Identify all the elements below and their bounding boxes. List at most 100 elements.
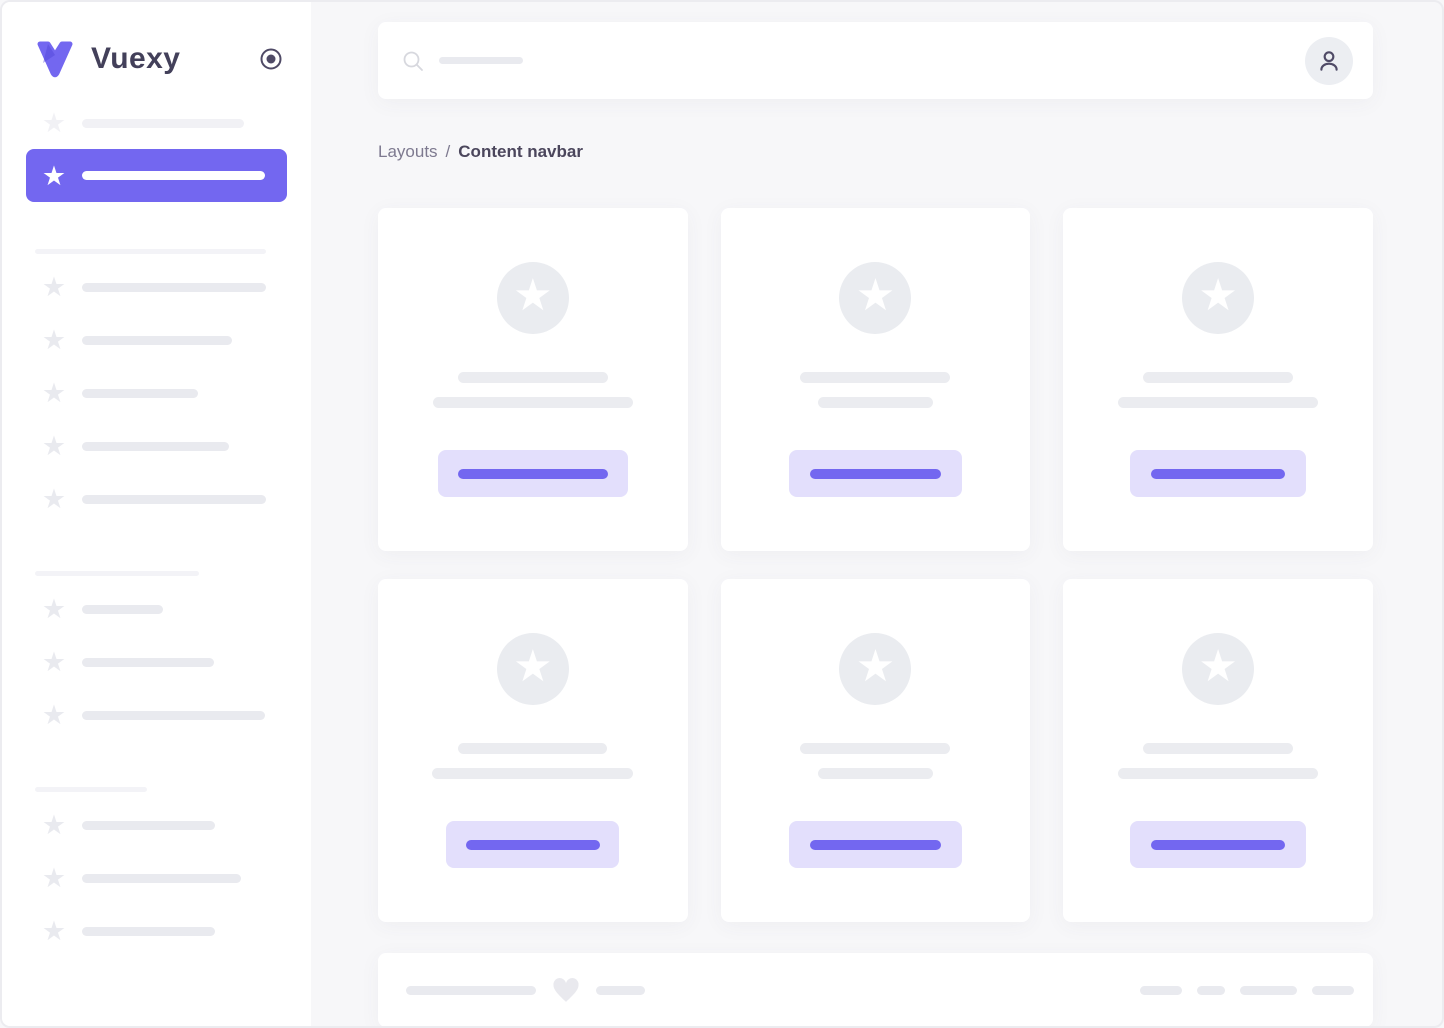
card-action-button[interactable] bbox=[437, 450, 628, 497]
menu-item-label-bar bbox=[82, 657, 214, 667]
footer-left bbox=[406, 976, 1140, 1004]
star-icon: ★ bbox=[41, 916, 67, 946]
card-avatar-circle: ★ bbox=[496, 633, 569, 705]
card-title-bar bbox=[457, 372, 608, 383]
menu-item-label-bar bbox=[82, 335, 232, 345]
menu-item-label-bar bbox=[82, 441, 229, 451]
menu-pin-toggle-icon[interactable] bbox=[259, 47, 283, 71]
sidebar-menu-item[interactable]: ★ bbox=[26, 378, 287, 408]
card-action-button[interactable] bbox=[1130, 821, 1307, 868]
brand: Vuexy bbox=[32, 40, 180, 78]
star-icon: ★ bbox=[855, 271, 896, 320]
menu-item-label-bar bbox=[82, 494, 266, 504]
footer-link-bar bbox=[1140, 985, 1182, 995]
card-title-bar bbox=[458, 743, 608, 754]
card-action-button[interactable] bbox=[446, 821, 620, 868]
star-icon: ★ bbox=[41, 160, 67, 191]
sidebar-menu-item[interactable]: ★ bbox=[26, 812, 287, 839]
footer-link-bar bbox=[1240, 985, 1297, 995]
footer-text-bar bbox=[406, 985, 536, 995]
demo-card: ★ bbox=[378, 208, 688, 551]
card-button-label-bar bbox=[457, 468, 608, 479]
breadcrumb-separator: / bbox=[445, 142, 451, 161]
card-button-label-bar bbox=[809, 468, 941, 479]
sidebar-menu-item[interactable]: ★ bbox=[26, 700, 287, 730]
card-subtitle-bar bbox=[1118, 768, 1319, 779]
breadcrumb-section[interactable]: Layouts bbox=[378, 142, 438, 161]
card-button-label-bar bbox=[1151, 839, 1286, 850]
star-icon: ★ bbox=[513, 642, 553, 691]
card-action-button[interactable] bbox=[788, 821, 962, 868]
footer-link-bar bbox=[1197, 985, 1225, 995]
sidebar-menu-item[interactable]: ★ bbox=[26, 149, 287, 202]
card-avatar-circle: ★ bbox=[1182, 633, 1255, 705]
star-icon: ★ bbox=[1198, 642, 1238, 691]
heart-icon bbox=[551, 976, 581, 1004]
user-avatar[interactable] bbox=[1305, 36, 1353, 85]
sidebar-menu-item[interactable]: ★ bbox=[26, 594, 287, 624]
star-icon: ★ bbox=[41, 325, 67, 355]
star-icon: ★ bbox=[41, 378, 67, 408]
card-subtitle-bar bbox=[432, 768, 634, 779]
menu-item-label-bar bbox=[82, 282, 266, 292]
card-avatar-circle: ★ bbox=[1182, 262, 1255, 334]
sidebar-menu-item[interactable]: ★ bbox=[26, 647, 287, 677]
main-area: Layouts / Content navbar ★ ★ ★ bbox=[311, 2, 1442, 1026]
star-icon: ★ bbox=[41, 484, 67, 514]
card-subtitle-bar bbox=[1118, 397, 1319, 408]
menu-item-label-bar bbox=[82, 118, 244, 128]
card-avatar-circle: ★ bbox=[839, 262, 912, 334]
card-title-bar bbox=[1143, 743, 1294, 754]
card-subtitle-bar bbox=[817, 768, 933, 779]
demo-card: ★ bbox=[378, 579, 688, 922]
sidebar: Vuexy ★ ★ ★ ★ ★ ★ ★ ★ ★ bbox=[2, 2, 311, 1026]
star-icon: ★ bbox=[41, 594, 67, 624]
search-placeholder-bar bbox=[439, 57, 523, 64]
sidebar-menu-item[interactable]: ★ bbox=[26, 325, 287, 355]
footer-link-bar bbox=[1312, 985, 1354, 995]
breadcrumb: Layouts / Content navbar bbox=[378, 139, 1373, 165]
user-icon bbox=[1316, 48, 1342, 74]
star-icon: ★ bbox=[41, 700, 67, 730]
card-button-label-bar bbox=[809, 839, 941, 850]
star-icon: ★ bbox=[41, 108, 67, 138]
demo-card: ★ bbox=[720, 579, 1031, 922]
brand-name: Vuexy bbox=[91, 42, 181, 75]
card-action-button[interactable] bbox=[788, 450, 962, 497]
sidebar-menu-item[interactable]: ★ bbox=[26, 431, 287, 461]
sidebar-menu-item[interactable]: ★ bbox=[26, 108, 287, 138]
vuexy-logo-icon bbox=[32, 40, 78, 78]
footer-text-bar bbox=[596, 985, 645, 995]
card-avatar-circle: ★ bbox=[496, 262, 569, 334]
star-icon: ★ bbox=[41, 647, 67, 677]
card-button-label-bar bbox=[465, 839, 600, 850]
sidebar-section-divider bbox=[35, 571, 199, 576]
demo-card: ★ bbox=[1063, 579, 1373, 922]
star-icon: ★ bbox=[41, 272, 67, 302]
search-input[interactable] bbox=[402, 50, 1305, 72]
menu-item-label-bar bbox=[82, 388, 198, 398]
sidebar-menu-item[interactable]: ★ bbox=[26, 916, 287, 946]
card-subtitle-bar bbox=[432, 397, 633, 408]
search-icon bbox=[402, 50, 424, 72]
cards-grid: ★ ★ ★ ★ ★ bbox=[378, 208, 1373, 922]
menu-item-label-bar bbox=[82, 926, 215, 936]
breadcrumb-current: Content navbar bbox=[458, 142, 583, 161]
footer-links bbox=[1140, 985, 1354, 995]
card-action-button[interactable] bbox=[1130, 450, 1307, 497]
sidebar-menu-item[interactable]: ★ bbox=[26, 272, 287, 302]
footer bbox=[378, 953, 1373, 1026]
card-avatar-circle: ★ bbox=[839, 633, 912, 705]
star-icon: ★ bbox=[41, 863, 67, 893]
star-icon: ★ bbox=[41, 431, 67, 461]
sidebar-section-divider bbox=[35, 787, 147, 792]
top-navbar bbox=[378, 22, 1373, 99]
menu-item-label-bar bbox=[82, 710, 265, 720]
card-title-bar bbox=[800, 743, 951, 754]
sidebar-section-divider bbox=[35, 249, 266, 254]
sidebar-menu-item[interactable]: ★ bbox=[26, 863, 287, 893]
sidebar-menu-item[interactable]: ★ bbox=[26, 484, 287, 514]
sidebar-menu: ★ ★ ★ ★ ★ ★ ★ ★ ★ ★ ★ ★ ★ bbox=[2, 108, 311, 946]
menu-item-label-bar bbox=[82, 171, 265, 180]
